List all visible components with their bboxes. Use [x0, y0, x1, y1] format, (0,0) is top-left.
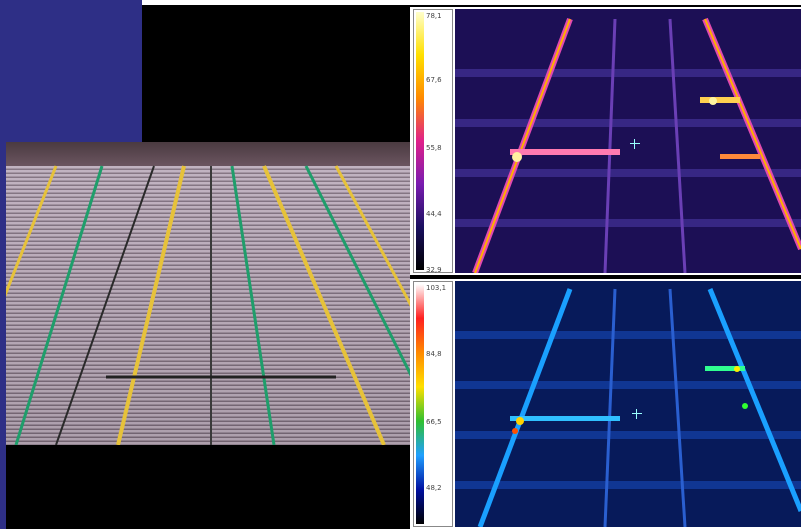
- measurement-crosshair: [632, 409, 642, 419]
- scale-tick: 32,9: [426, 266, 442, 274]
- temperature-scale-bottom: 103,1 84,8 66,5 48,2: [413, 281, 453, 527]
- thermal-image-top-svg: [455, 9, 801, 273]
- scale-tick: 66,5: [426, 418, 442, 426]
- thermal-panel-bottom: 103,1 84,8 66,5 48,2: [410, 279, 801, 529]
- scale-tick: 78,1: [426, 12, 442, 20]
- rail-lines: [6, 165, 410, 445]
- temperature-scale-top: 78,1 67,6 55,8 44,4 32,9: [413, 9, 453, 274]
- thermal-image-top: [455, 9, 801, 273]
- cell-room-photo-svg: [6, 142, 410, 445]
- left-blue-edge: [0, 150, 6, 529]
- thermal-panel-top: 78,1 67,6 55,8 44,4 32,9: [410, 7, 801, 275]
- scale-tick: 84,8: [426, 350, 442, 358]
- corner-blue-block: [0, 0, 142, 150]
- top-white-strip: [142, 0, 801, 5]
- scale-bar-top: [416, 12, 424, 270]
- measurement-crosshair: [630, 139, 640, 149]
- thermal-image-bottom: [455, 281, 801, 527]
- cell-room-photo: [6, 142, 410, 445]
- scale-tick: 48,2: [426, 484, 442, 492]
- scale-tick: 103,1: [426, 284, 447, 292]
- scale-tick: 55,8: [426, 144, 442, 152]
- scale-tick: 44,4: [426, 210, 442, 218]
- scale-bar-bottom: [416, 284, 424, 524]
- thermal-image-bottom-svg: [455, 281, 801, 527]
- scale-tick: 67,6: [426, 76, 442, 84]
